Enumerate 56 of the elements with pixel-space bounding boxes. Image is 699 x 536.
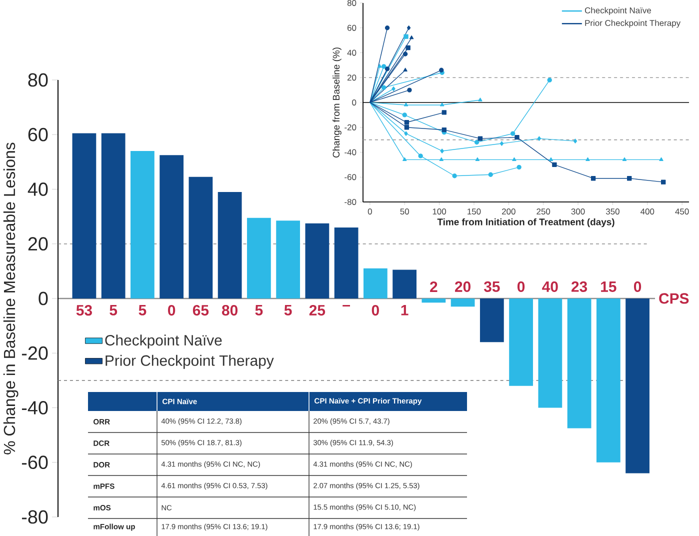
- x-tick-label: 100: [432, 208, 446, 214]
- x-tick-label: 5: [110, 305, 118, 316]
- y-axis-title: Change from Baseline (%): [332, 48, 342, 158]
- y-tick-label: 20: [347, 74, 356, 81]
- x-tick-label: 15: [601, 282, 616, 292]
- x-tick-label: 40: [542, 281, 558, 292]
- x-tick-label: 0: [517, 281, 525, 292]
- y-tick-label: -40: [344, 149, 356, 156]
- legend-label: Checkpoint Naïve: [105, 334, 222, 349]
- y-tick-label: -80: [344, 198, 356, 205]
- x-tick-label: 5: [255, 305, 263, 316]
- x-tick-label: 200: [502, 208, 516, 214]
- x-tick-label: 2: [430, 282, 438, 292]
- y-tick-label: -80: [22, 510, 48, 524]
- x-tick-label: 1: [401, 305, 408, 316]
- x-tick-label: 25: [309, 304, 326, 316]
- x-tick-label: 0: [368, 208, 372, 214]
- x-tick-label: 35: [484, 281, 500, 292]
- y-tick-label: -60: [344, 174, 356, 180]
- x-tick-label: 300: [571, 208, 585, 214]
- x-tick-label: 20: [455, 281, 470, 292]
- y-tick-label: 0: [38, 292, 48, 306]
- x-tick-label: 80: [222, 304, 238, 316]
- legend-label: Checkpoint Naïve: [584, 7, 651, 16]
- y-tick-label: 60: [348, 24, 356, 31]
- x-tick-label: 5: [138, 305, 146, 316]
- legend-label: Prior Checkpoint Therapy: [106, 354, 274, 369]
- y-tick-label: 20: [28, 237, 48, 251]
- y-tick-label: -20: [22, 346, 48, 360]
- x-tick-label: 53: [76, 304, 92, 316]
- x-tick-label: 5: [284, 305, 292, 316]
- x-tick-label: 0: [372, 304, 379, 316]
- y-tick-label: -20: [344, 124, 356, 130]
- x-tick-label: 0: [634, 281, 642, 292]
- x-tick-label: 150: [468, 208, 481, 214]
- y-tick-label: -40: [22, 401, 48, 414]
- y-tick-label: 60: [28, 128, 48, 142]
- y-tick-label: -60: [22, 456, 48, 470]
- x-tick-label: 50: [400, 208, 409, 214]
- x-tick-label: 23: [571, 281, 588, 292]
- y-axis-title: % Change in Baseline Measureable Lesions: [3, 142, 18, 454]
- x-tick-label: 65: [192, 304, 209, 316]
- x-tick-label: 350: [606, 208, 620, 214]
- y-tick-label: 40: [28, 182, 48, 196]
- y-tick-label: 80: [347, 0, 356, 6]
- x-tick-label: 400: [640, 208, 654, 214]
- x-tick-label: 0: [168, 304, 176, 316]
- y-tick-label: 80: [28, 73, 48, 87]
- y-tick-label: 0: [352, 99, 356, 106]
- y-tick-label: 40: [347, 50, 356, 56]
- x-tick-label: 250: [536, 208, 550, 214]
- x-axis-title: CPS: [659, 293, 689, 304]
- x-axis-title: Time from Initiation of Treatment (days): [437, 218, 614, 228]
- x-tick-label: –: [342, 305, 350, 306]
- x-tick-label: 450: [675, 208, 689, 214]
- legend-label: Prior Checkpoint Therapy: [585, 20, 681, 28]
